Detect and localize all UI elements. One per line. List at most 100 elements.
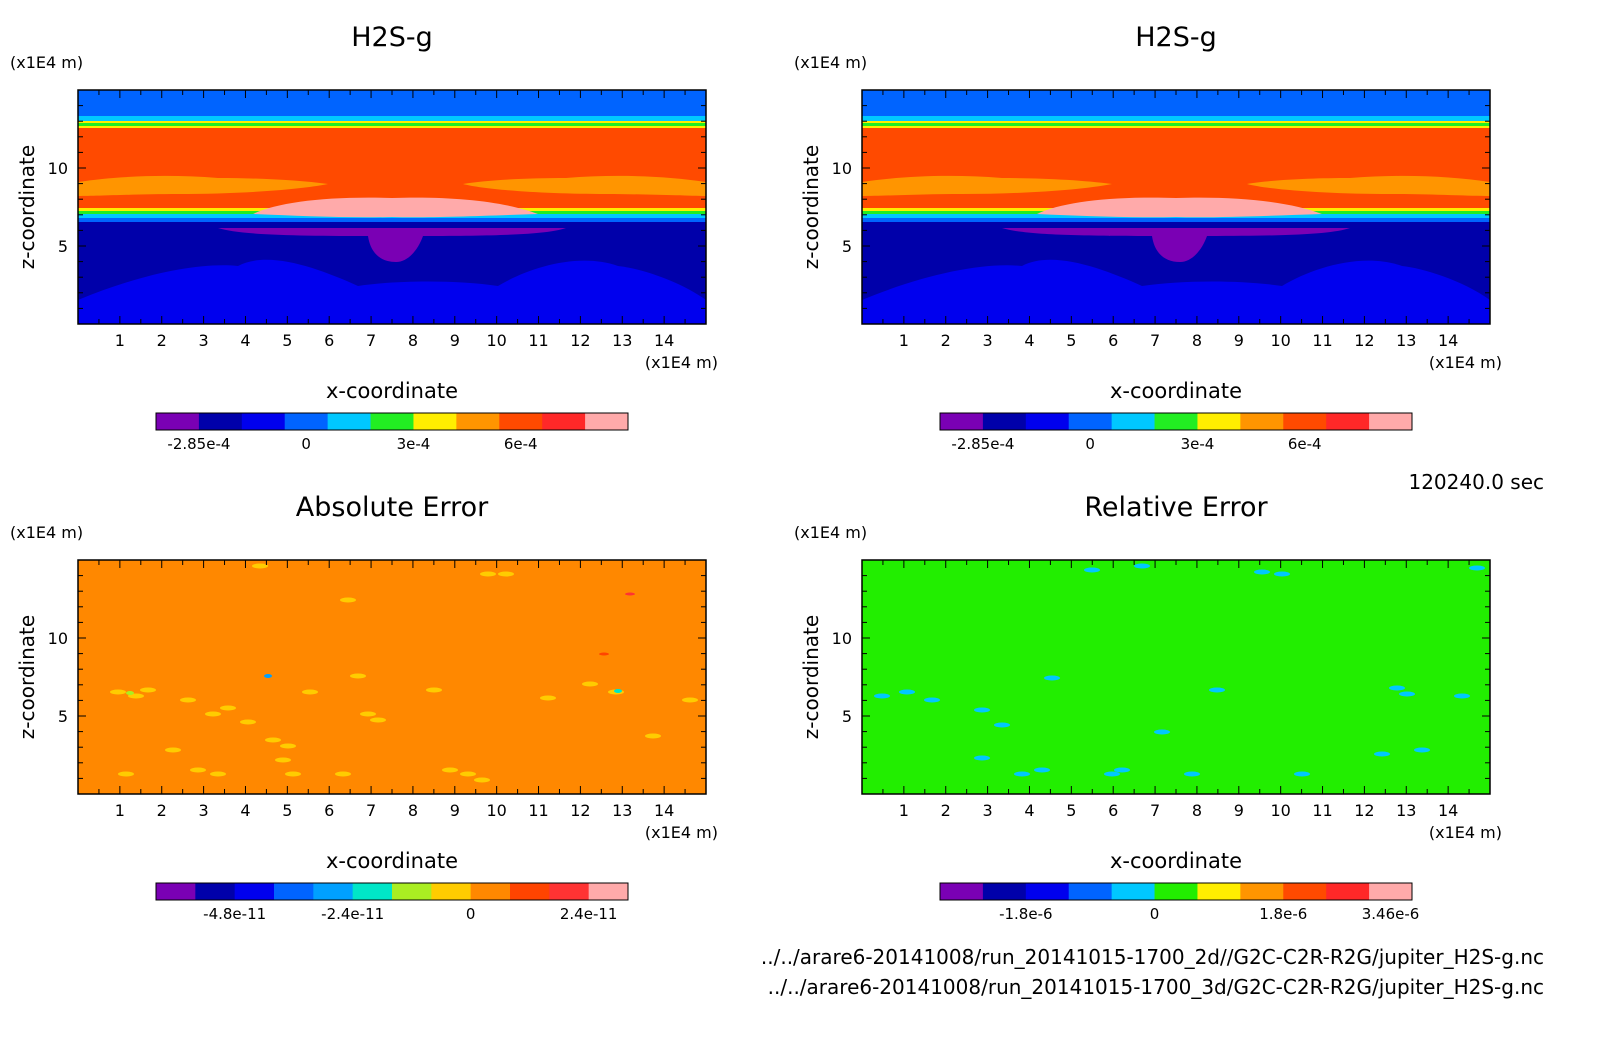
field-speck xyxy=(1114,767,1130,773)
field-speck xyxy=(582,681,598,687)
x-unit-label: (x1E4 m) xyxy=(645,823,718,842)
y-unit-label: (x1E4 m) xyxy=(10,53,83,72)
x-tick-label: 11 xyxy=(528,801,548,820)
field-speck xyxy=(540,695,556,701)
field-lower-band xyxy=(862,259,1490,324)
x-tick-label: 7 xyxy=(366,801,376,820)
colorbar-swatch xyxy=(1369,413,1413,430)
colorbar-swatch xyxy=(510,883,550,900)
x-tick-label: 13 xyxy=(612,801,632,820)
field-edge-1 xyxy=(78,218,706,222)
field-speck xyxy=(1184,771,1200,777)
colorbar-swatch xyxy=(1240,883,1284,900)
colorbar-swatch xyxy=(156,413,200,430)
field-speck xyxy=(190,767,206,773)
colorbar-tick-label: 2.4e-11 xyxy=(560,905,618,923)
colorbar-swatch xyxy=(431,883,472,900)
colorbar-tick-label: 3.46e-6 xyxy=(1362,905,1420,923)
field-speck xyxy=(924,697,940,703)
colorbar-swatch xyxy=(195,883,236,900)
x-tick-label: 13 xyxy=(1396,331,1416,350)
field-lower-band xyxy=(78,259,706,324)
field-speck xyxy=(275,757,291,763)
x-axis-label: x-coordinate xyxy=(1110,379,1242,403)
colorbar-swatch xyxy=(1369,883,1413,900)
x-tick-label: 10 xyxy=(1270,331,1290,350)
colorbar-swatch xyxy=(313,883,354,900)
colorbar-swatch xyxy=(1197,883,1241,900)
field-speck xyxy=(1399,691,1415,697)
y-tick-label: 10 xyxy=(48,629,68,648)
x-tick-label: 1 xyxy=(115,801,125,820)
field-speck xyxy=(1084,567,1100,573)
field-speck xyxy=(682,697,698,703)
field-speck xyxy=(360,711,376,717)
x-tick-label: 9 xyxy=(450,331,460,350)
field-speck xyxy=(1134,563,1150,569)
colorbar-tick-label: 0 xyxy=(1085,435,1095,453)
x-tick-label: 4 xyxy=(240,331,250,350)
colorbar-tick-label: 1.8e-6 xyxy=(1259,905,1307,923)
y-axis-label: z-coordinate xyxy=(15,615,39,739)
x-tick-label: 14 xyxy=(1438,801,1458,820)
colorbar-tick-label: -2.85e-4 xyxy=(167,435,230,453)
field-speck xyxy=(974,755,990,761)
x-tick-label: 12 xyxy=(1354,801,1374,820)
colorbar-swatch xyxy=(274,883,314,900)
x-tick-label: 1 xyxy=(115,331,125,350)
field-top-cyan xyxy=(78,116,706,121)
chart-panel: Absolute Error(x1E4 m)1 2 3 4 5 6 7 8 9 10 11 12 13 1… xyxy=(10,492,718,923)
x-tick-label: 8 xyxy=(408,331,418,350)
field-speck xyxy=(1374,751,1390,757)
x-tick-label: 6 xyxy=(1108,801,1118,820)
x-unit-label: (x1E4 m) xyxy=(645,353,718,372)
x-tick-label: 1 xyxy=(899,331,909,350)
x-tick-label: 11 xyxy=(1312,331,1332,350)
x-tick-label: 7 xyxy=(1150,331,1160,350)
field-speck xyxy=(264,674,272,678)
field-top-green xyxy=(78,123,706,126)
field-speck xyxy=(1044,675,1060,681)
x-tick-label: 6 xyxy=(1108,331,1118,350)
x-tick-label: 13 xyxy=(612,331,632,350)
x-tick-label: 5 xyxy=(282,331,292,350)
colorbar-swatch xyxy=(413,413,457,430)
colorbar-swatch xyxy=(352,883,393,900)
file-path-2d: ../../arare6-20141008/run_20141015-1700_… xyxy=(760,945,1544,969)
plot-area xyxy=(78,560,706,794)
field-speck xyxy=(350,673,366,679)
field-speck xyxy=(625,592,635,596)
field-speck xyxy=(994,722,1010,728)
colorbar-swatch xyxy=(1197,413,1241,430)
y-axis-label: z-coordinate xyxy=(15,145,39,269)
field-pink-core xyxy=(253,197,538,218)
y-tick-label: 10 xyxy=(832,159,852,178)
field-speck xyxy=(480,571,496,577)
colorbar-frame xyxy=(155,412,629,431)
colorbar-frame xyxy=(155,882,629,901)
field-speck xyxy=(974,707,990,713)
colorbar-tick-label: -4.8e-11 xyxy=(203,905,266,923)
colorbar-swatch xyxy=(1068,883,1113,900)
y-axis-label: z-coordinate xyxy=(799,615,823,739)
field-speck xyxy=(614,689,622,693)
colorbar-swatch xyxy=(499,413,543,430)
colorbar-swatch xyxy=(549,883,590,900)
colorbar-swatch xyxy=(588,883,629,900)
field-speck xyxy=(1294,771,1310,777)
x-tick-label: 8 xyxy=(1192,331,1202,350)
colorbar-swatch xyxy=(327,413,372,430)
y-tick-label: 5 xyxy=(842,237,852,256)
file-path-3d: ../../arare6-20141008/run_20141015-1700_… xyxy=(767,975,1544,999)
colorbar-swatch xyxy=(940,883,984,900)
x-tick-label: 11 xyxy=(1312,801,1332,820)
field-speck xyxy=(128,693,144,699)
field-speck xyxy=(1414,747,1430,753)
field-speck xyxy=(205,711,221,717)
x-tick-label: 1 xyxy=(899,801,909,820)
y-tick-label: 5 xyxy=(58,237,68,256)
field-speck xyxy=(210,771,226,777)
x-tick-label: 13 xyxy=(1396,801,1416,820)
colorbar-swatch xyxy=(1111,413,1156,430)
field-speck xyxy=(1034,767,1050,773)
